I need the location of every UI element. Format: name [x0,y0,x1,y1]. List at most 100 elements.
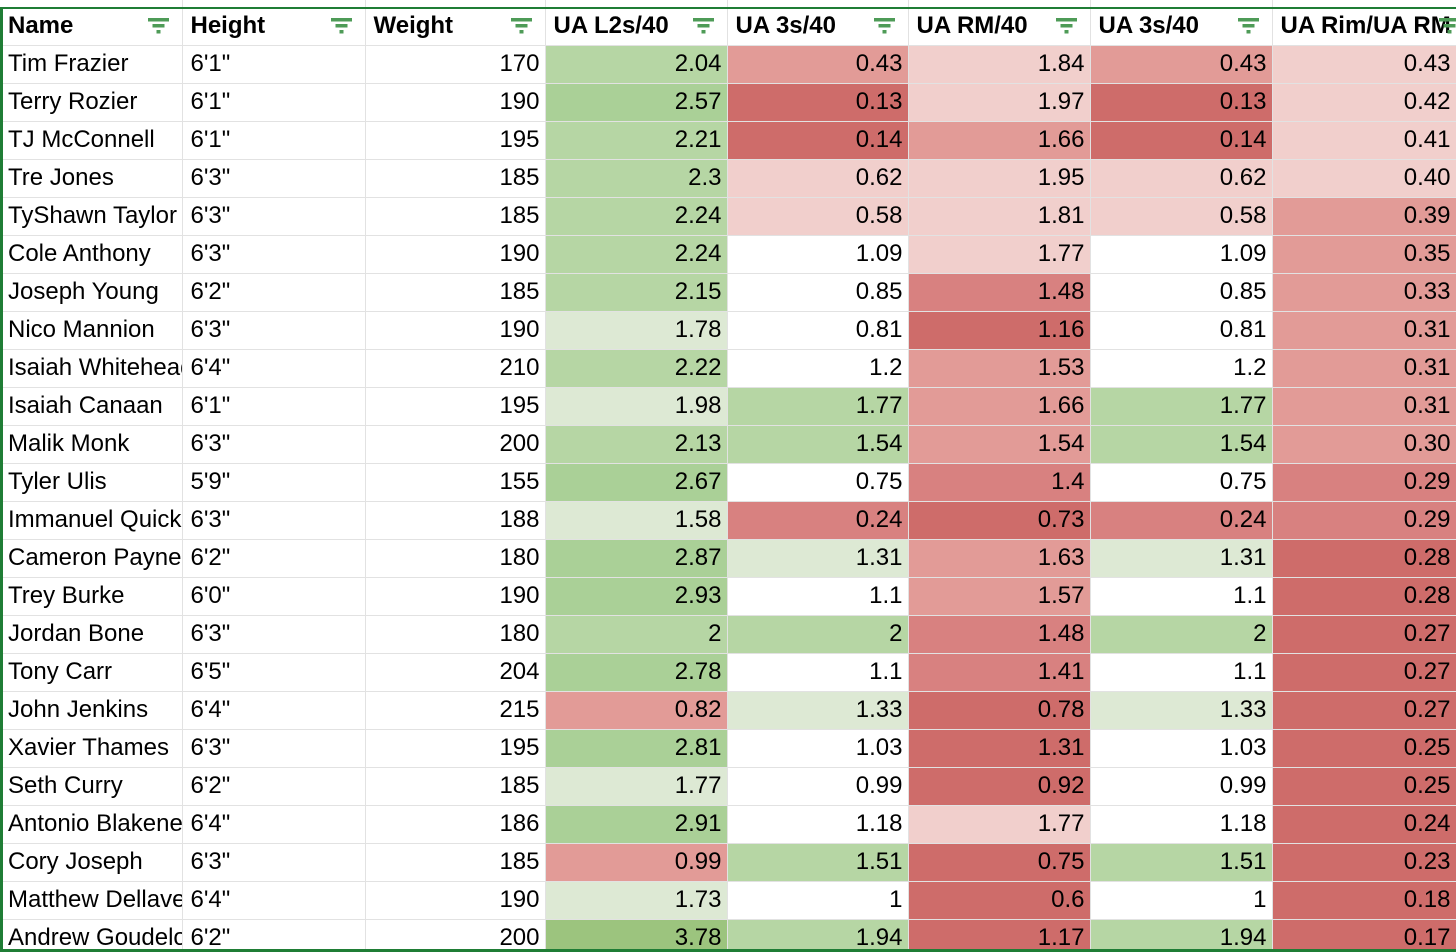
cell-name[interactable]: TJ McConnell [0,121,183,160]
cell-ua-rm-40[interactable]: 0.75 [908,843,1091,882]
cell-ua-3s-40-2[interactable]: 0.43 [1090,45,1273,84]
cell-name[interactable]: Matthew Dellavedova [0,881,183,920]
cell-ua-3s-40-2[interactable]: 0.58 [1090,197,1273,236]
cell-weight[interactable]: 200 [365,919,546,952]
cell-name[interactable]: Tre Jones [0,159,183,198]
cell-ua-3s-40[interactable]: 1.18 [727,805,909,844]
cell-ua-rm-40[interactable]: 1.95 [908,159,1091,198]
cell-ua-3s-40-2[interactable]: 0.24 [1090,501,1273,540]
cell-height[interactable]: 6'3" [182,615,366,654]
cell-height[interactable]: 6'3" [182,843,366,882]
cell-ua-rim-ua-rm[interactable]: 0.23 [1272,843,1456,882]
cell-weight[interactable]: 190 [365,577,546,616]
cell-ua-l2s-40[interactable]: 2.93 [545,577,728,616]
cell-ua-3s-40[interactable]: 1.2 [727,349,909,388]
cell-ua-rim-ua-rm[interactable]: 0.28 [1272,577,1456,616]
cell-ua-rim-ua-rm[interactable]: 0.27 [1272,653,1456,692]
cell-ua-rm-40[interactable]: 1.17 [908,919,1091,952]
cell-ua-3s-40[interactable]: 1.94 [727,919,909,952]
cell-ua-l2s-40[interactable]: 2.67 [545,463,728,502]
cell-name[interactable]: Tyler Ulis [0,463,183,502]
cell-ua-rm-40[interactable]: 1.66 [908,387,1091,426]
cell-ua-3s-40[interactable]: 1.77 [727,387,909,426]
cell-ua-3s-40-2[interactable]: 1.77 [1090,387,1273,426]
cell-ua-rim-ua-rm[interactable]: 0.29 [1272,501,1456,540]
cell-weight[interactable]: 185 [365,273,546,312]
cell-ua-rm-40[interactable]: 1.53 [908,349,1091,388]
cell-ua-rim-ua-rm[interactable]: 0.31 [1272,349,1456,388]
cell-weight[interactable]: 155 [365,463,546,502]
cell-ua-rim-ua-rm[interactable]: 0.33 [1272,273,1456,312]
cell-weight[interactable]: 210 [365,349,546,388]
cell-name[interactable]: Cole Anthony [0,235,183,274]
cell-ua-3s-40-2[interactable]: 0.14 [1090,121,1273,160]
cell-height[interactable]: 6'3" [182,729,366,768]
cell-weight[interactable]: 180 [365,539,546,578]
cell-height[interactable]: 6'5" [182,653,366,692]
cell-weight[interactable]: 185 [365,159,546,198]
cell-ua-l2s-40[interactable]: 2.24 [545,235,728,274]
cell-weight[interactable]: 170 [365,45,546,84]
filter-icon[interactable] [873,17,895,34]
cell-height[interactable]: 6'4" [182,881,366,920]
cell-ua-l2s-40[interactable]: 2.24 [545,197,728,236]
cell-ua-rm-40[interactable]: 0.78 [908,691,1091,730]
cell-name[interactable]: Immanuel Quickley [0,501,183,540]
cell-ua-3s-40-2[interactable]: 1.03 [1090,729,1273,768]
cell-ua-rm-40[interactable]: 1.77 [908,805,1091,844]
cell-ua-rm-40[interactable]: 1.84 [908,45,1091,84]
column-header-ua-rm-40[interactable]: UA RM/40 [908,7,1091,46]
cell-weight[interactable]: 190 [365,881,546,920]
cell-ua-l2s-40[interactable]: 2 [545,615,728,654]
filter-icon[interactable] [510,17,532,34]
cell-ua-3s-40-2[interactable]: 1.1 [1090,577,1273,616]
cell-ua-rim-ua-rm[interactable]: 0.29 [1272,463,1456,502]
cell-ua-3s-40-2[interactable]: 1.09 [1090,235,1273,274]
filter-icon[interactable] [1438,17,1456,34]
cell-ua-l2s-40[interactable]: 2.3 [545,159,728,198]
cell-name[interactable]: Tony Carr [0,653,183,692]
cell-name[interactable]: TyShawn Taylor [0,197,183,236]
cell-height[interactable]: 6'4" [182,349,366,388]
cell-ua-3s-40[interactable]: 1.51 [727,843,909,882]
cell-ua-rm-40[interactable]: 1.16 [908,311,1091,350]
cell-ua-rim-ua-rm[interactable]: 0.18 [1272,881,1456,920]
cell-height[interactable]: 6'2" [182,539,366,578]
cell-height[interactable]: 6'3" [182,235,366,274]
cell-name[interactable]: Cameron Payne [0,539,183,578]
cell-ua-rim-ua-rm[interactable]: 0.30 [1272,425,1456,464]
cell-ua-3s-40-2[interactable]: 1.51 [1090,843,1273,882]
cell-ua-rim-ua-rm[interactable]: 0.42 [1272,83,1456,122]
cell-ua-rim-ua-rm[interactable]: 0.31 [1272,387,1456,426]
cell-ua-l2s-40[interactable]: 0.99 [545,843,728,882]
column-header-ua-3s-40-2[interactable]: UA 3s/40 [1090,7,1273,46]
cell-weight[interactable]: 185 [365,843,546,882]
cell-weight[interactable]: 185 [365,767,546,806]
cell-ua-3s-40-2[interactable]: 1.18 [1090,805,1273,844]
cell-ua-3s-40-2[interactable]: 0.75 [1090,463,1273,502]
cell-ua-3s-40[interactable]: 1.54 [727,425,909,464]
cell-ua-3s-40[interactable]: 1.33 [727,691,909,730]
cell-ua-3s-40[interactable]: 0.24 [727,501,909,540]
cell-ua-3s-40[interactable]: 0.13 [727,83,909,122]
cell-name[interactable]: Nico Mannion [0,311,183,350]
cell-name[interactable]: John Jenkins [0,691,183,730]
cell-ua-rm-40[interactable]: 1.77 [908,235,1091,274]
cell-height[interactable]: 6'2" [182,919,366,952]
cell-ua-rim-ua-rm[interactable]: 0.17 [1272,919,1456,952]
cell-ua-rm-40[interactable]: 1.31 [908,729,1091,768]
cell-height[interactable]: 6'2" [182,767,366,806]
cell-weight[interactable]: 215 [365,691,546,730]
cell-height[interactable]: 6'3" [182,197,366,236]
cell-ua-l2s-40[interactable]: 0.82 [545,691,728,730]
cell-height[interactable]: 6'2" [182,273,366,312]
cell-ua-3s-40[interactable]: 1.09 [727,235,909,274]
cell-ua-rm-40[interactable]: 1.48 [908,273,1091,312]
cell-ua-3s-40-2[interactable]: 1 [1090,881,1273,920]
cell-ua-3s-40[interactable]: 1.31 [727,539,909,578]
cell-ua-rim-ua-rm[interactable]: 0.24 [1272,805,1456,844]
cell-ua-rm-40[interactable]: 1.54 [908,425,1091,464]
cell-ua-rm-40[interactable]: 1.48 [908,615,1091,654]
cell-height[interactable]: 6'3" [182,501,366,540]
cell-ua-l2s-40[interactable]: 1.98 [545,387,728,426]
